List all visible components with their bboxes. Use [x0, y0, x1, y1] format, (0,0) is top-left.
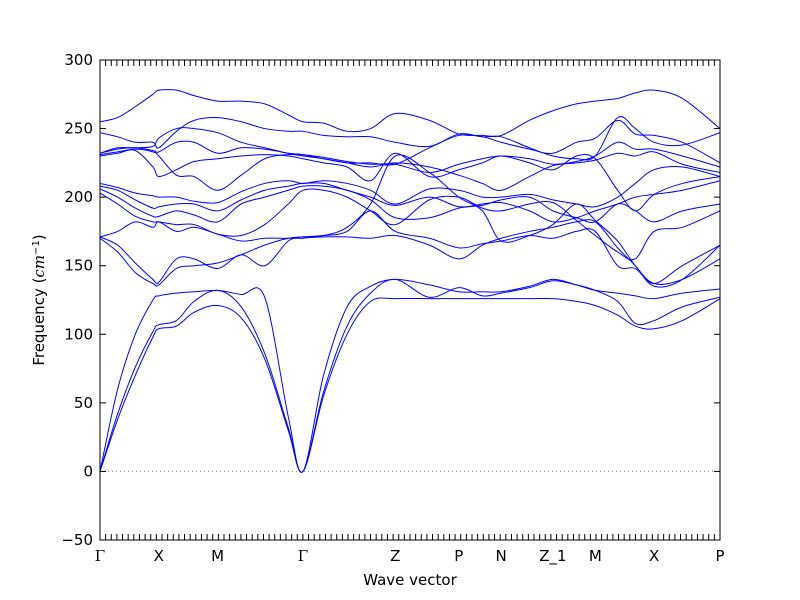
y-axis-label: Frequency (cm−1)	[30, 234, 48, 365]
x-tick-label: M	[211, 547, 224, 565]
x-tick-label: X	[154, 547, 164, 565]
band-line	[100, 297, 720, 473]
y-axis-label-exp: −1	[31, 240, 42, 255]
band-line	[100, 89, 720, 138]
y-tick-label: 250	[64, 120, 93, 138]
band-line	[100, 154, 720, 287]
x-tick-label: Γ	[298, 547, 308, 565]
x-tick-label: Γ	[95, 547, 105, 565]
band-line	[100, 149, 720, 212]
band-line	[100, 180, 720, 223]
x-tick-label: Z	[390, 547, 400, 565]
band-line	[100, 185, 720, 223]
x-tick-label: P	[715, 547, 724, 565]
y-axis-label-prefix: Frequency (	[30, 278, 48, 366]
x-tick-label: X	[649, 547, 659, 565]
band-line	[100, 278, 720, 473]
y-tick-label: −50	[61, 531, 93, 549]
band-line	[100, 148, 720, 191]
band-line	[100, 219, 720, 288]
phonon-bands	[100, 89, 720, 473]
y-tick-label: 0	[83, 462, 93, 480]
band-line	[100, 116, 720, 161]
band-line	[100, 140, 720, 173]
y-tick-label: 100	[64, 325, 93, 343]
band-line	[100, 119, 720, 166]
y-tick-labels: −50 0 50 100 150 200 250 300	[61, 51, 93, 549]
y-axis-label-math: cm	[30, 255, 48, 278]
x-tick-label: M	[589, 547, 602, 565]
y-tick-label: 300	[64, 51, 93, 69]
band-line	[100, 278, 720, 473]
band-line	[100, 188, 720, 261]
x-tick-label: N	[496, 547, 507, 565]
y-tick-label: 200	[64, 188, 93, 206]
plot-frame	[99, 59, 721, 541]
x-tick-label: P	[454, 547, 463, 565]
band-line	[100, 210, 720, 285]
x-tick-labels: Γ X M Γ Z P N Z_1 M X P	[95, 547, 725, 566]
axis-ticks	[100, 59, 720, 541]
y-tick-label: 50	[74, 394, 93, 412]
y-tick-label: 150	[64, 257, 93, 275]
x-axis-label: Wave vector	[363, 571, 457, 589]
band-line	[100, 166, 720, 208]
x-tick-label: Z_1	[539, 547, 566, 566]
y-axis-label-suffix: )	[30, 234, 48, 240]
